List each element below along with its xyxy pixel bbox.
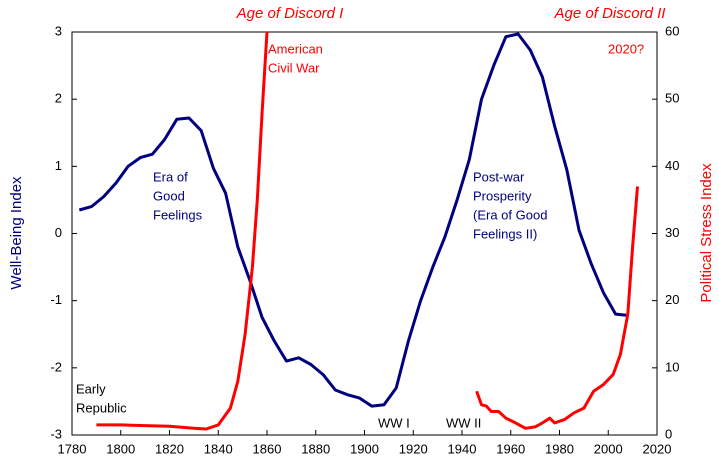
annotation: WW I [378, 415, 410, 430]
annotation: Age of Discord II [554, 5, 666, 22]
annotation: WW II [446, 415, 481, 430]
y2-tick-label: 40 [665, 158, 679, 173]
annotation: Post-war [473, 169, 525, 184]
x-tick-label: 1960 [496, 441, 525, 456]
plot-frame [71, 31, 658, 436]
annotation: American [268, 41, 323, 56]
y2-tick-label: 60 [665, 23, 679, 38]
annotation: Early [76, 381, 106, 396]
x-tick-label: 1900 [350, 441, 379, 456]
annotation: Good [153, 188, 185, 203]
y-tick-label: -3 [50, 426, 62, 441]
x-tick-label: 2020 [643, 441, 672, 456]
annotation: Prosperity [473, 188, 532, 203]
x-tick-label: 1780 [58, 441, 87, 456]
annotation: Era of [153, 169, 188, 184]
y-tick-label: -1 [50, 292, 62, 307]
annotation: Feelings II) [473, 226, 537, 241]
line-series [78, 32, 628, 408]
y-axis-label: Well-Being Index [8, 176, 25, 290]
y2-tick-label: 0 [665, 426, 672, 441]
annotation: Republic [76, 400, 127, 415]
x-tick-label: 1880 [301, 441, 330, 456]
y2-axis-label: Political Stress Index [698, 163, 715, 303]
x-tick-label: 1980 [545, 441, 574, 456]
y2-tick-label: 20 [665, 292, 679, 307]
annotation: 2020? [608, 41, 644, 56]
y-tick-label: 3 [55, 23, 62, 38]
x-tick-label: 1800 [106, 441, 135, 456]
x-tick-label: 1860 [253, 441, 282, 456]
x-tick-label: 2000 [594, 441, 623, 456]
y-tick-label: 1 [55, 158, 62, 173]
annotation: (Era of Good [473, 207, 547, 222]
line-series [96, 32, 639, 431]
x-tick-label: 1940 [448, 441, 477, 456]
y-tick-label: 2 [55, 91, 62, 106]
y2-tick-label: 10 [665, 359, 679, 374]
y-tick-label: -2 [50, 359, 62, 374]
annotation: Age of Discord I [236, 5, 344, 22]
annotation: Civil War [268, 60, 320, 75]
y2-tick-label: 50 [665, 91, 679, 106]
x-tick-label: 1840 [204, 441, 233, 456]
annotation: Feelings [153, 207, 203, 222]
x-tick-label: 1920 [399, 441, 428, 456]
y2-tick-label: 30 [665, 225, 679, 240]
x-tick-label: 1820 [155, 441, 184, 456]
y-tick-label: 0 [55, 225, 62, 240]
